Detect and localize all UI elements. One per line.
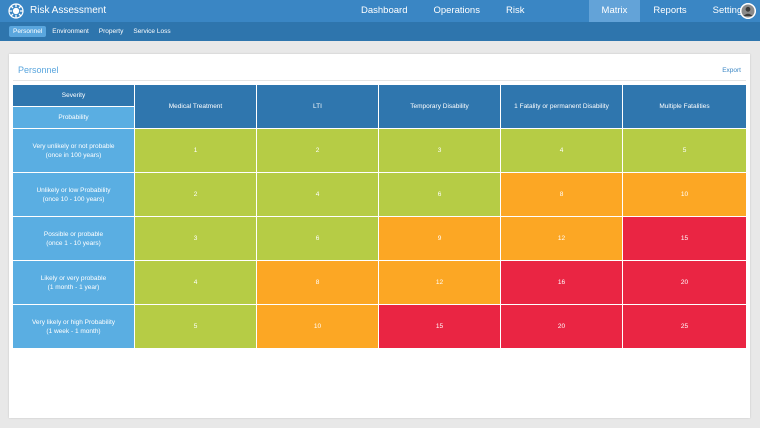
- logo-icon[interactable]: [8, 3, 24, 19]
- row-label-likely: Likely or very probable (1 month - 1 year…: [12, 260, 135, 305]
- nav-reports[interactable]: Reports: [653, 5, 687, 16]
- subnav-service-loss[interactable]: Service Loss: [133, 28, 171, 35]
- col-header-temporary-disability: Temporary Disability: [378, 84, 501, 129]
- risk-cell[interactable]: 3: [378, 128, 501, 173]
- col-header-fatality-or-permanent-disability: 1 Fatality or permanent Disability: [500, 84, 623, 129]
- subnav-personnel[interactable]: Personnel: [9, 26, 47, 37]
- row-label-line: (once in 100 years): [45, 151, 102, 159]
- risk-cell[interactable]: 5: [622, 128, 747, 173]
- row-label-line: Very likely or high Probability: [31, 318, 116, 326]
- matrix-row: Very likely or high Probability (1 week -…: [12, 304, 747, 349]
- row-label-line: Possible or probable: [43, 230, 104, 238]
- nav-settings[interactable]: Settings: [712, 5, 747, 16]
- row-label-line: (1 month - 1 year): [47, 283, 100, 291]
- user-avatar[interactable]: [740, 3, 756, 19]
- nav-operations[interactable]: Operations: [433, 5, 480, 16]
- risk-cell[interactable]: 8: [256, 260, 379, 305]
- panel-title: Personnel: [18, 65, 59, 75]
- divider: [13, 80, 746, 81]
- probability-header: Probability: [12, 106, 135, 129]
- nav-risk-assessments[interactable]: Risk Assessments: [505, 5, 563, 38]
- risk-cell[interactable]: 20: [500, 304, 623, 349]
- risk-cell[interactable]: 2: [256, 128, 379, 173]
- risk-cell[interactable]: 4: [256, 172, 379, 217]
- col-header-lti: LTI: [256, 84, 379, 129]
- row-label-line: (1 week - 1 month): [46, 327, 101, 335]
- risk-cell[interactable]: 12: [500, 216, 623, 261]
- risk-cell[interactable]: 16: [500, 260, 623, 305]
- subnav-environment[interactable]: Environment: [52, 28, 89, 35]
- col-header-medical-treatment: Medical Treatment: [134, 84, 257, 129]
- row-label-very-likely: Very likely or high Probability (1 week -…: [12, 304, 135, 349]
- risk-cell[interactable]: 8: [500, 172, 623, 217]
- row-label-possible: Possible or probable (once 1 - 10 years): [12, 216, 135, 261]
- matrix-row: Likely or very probable (1 month - 1 year…: [12, 260, 747, 305]
- row-label-very-unlikely: Very unlikely or not probable (once in 10…: [12, 128, 135, 173]
- export-link[interactable]: Export: [722, 67, 741, 74]
- row-label-line: (once 1 - 10 years): [46, 239, 101, 247]
- risk-cell[interactable]: 1: [134, 128, 257, 173]
- row-label-unlikely: Unlikely or low Probability (once 10 - 10…: [12, 172, 135, 217]
- risk-cell[interactable]: 25: [622, 304, 747, 349]
- matrix-row: Possible or probable (once 1 - 10 years) …: [12, 216, 747, 261]
- risk-cell[interactable]: 10: [256, 304, 379, 349]
- risk-cell[interactable]: 15: [378, 304, 501, 349]
- col-header-multiple-fatalities: Multiple Fatalities: [622, 84, 747, 129]
- risk-cell[interactable]: 9: [378, 216, 501, 261]
- severity-header: Severity: [12, 84, 135, 107]
- risk-cell[interactable]: 4: [134, 260, 257, 305]
- matrix-panel: Personnel Export Severity Medical Treatm…: [9, 54, 750, 418]
- risk-cell[interactable]: 5: [134, 304, 257, 349]
- matrix-row: Unlikely or low Probability (once 10 - 10…: [12, 172, 747, 217]
- row-label-line: Likely or very probable: [40, 274, 107, 282]
- matrix-row: Very unlikely or not probable (once in 10…: [12, 128, 747, 173]
- nav-matrix[interactable]: Matrix: [588, 0, 641, 22]
- main-nav: Dashboard Operations Risk Assessments Ma…: [348, 0, 760, 38]
- row-label-line: Unlikely or low Probability: [36, 186, 111, 194]
- top-bar: Risk Assessment Dashboard Operations Ris…: [0, 0, 760, 38]
- risk-cell[interactable]: 12: [378, 260, 501, 305]
- risk-cell[interactable]: 6: [256, 216, 379, 261]
- risk-cell[interactable]: 20: [622, 260, 747, 305]
- risk-cell[interactable]: 15: [622, 216, 747, 261]
- risk-matrix-table: Severity Medical Treatment LTI Temporary…: [12, 84, 747, 349]
- subnav-property[interactable]: Property: [98, 28, 124, 35]
- risk-cell[interactable]: 4: [500, 128, 623, 173]
- risk-cell[interactable]: 6: [378, 172, 501, 217]
- row-label-line: Very unlikely or not probable: [32, 142, 115, 150]
- nav-dashboard[interactable]: Dashboard: [361, 5, 408, 16]
- app-title: Risk Assessment: [30, 5, 107, 16]
- risk-cell[interactable]: 10: [622, 172, 747, 217]
- sub-nav: Personnel Environment Property Service L…: [0, 22, 760, 41]
- risk-cell[interactable]: 2: [134, 172, 257, 217]
- risk-cell[interactable]: 3: [134, 216, 257, 261]
- row-label-line: (once 10 - 100 years): [42, 195, 105, 203]
